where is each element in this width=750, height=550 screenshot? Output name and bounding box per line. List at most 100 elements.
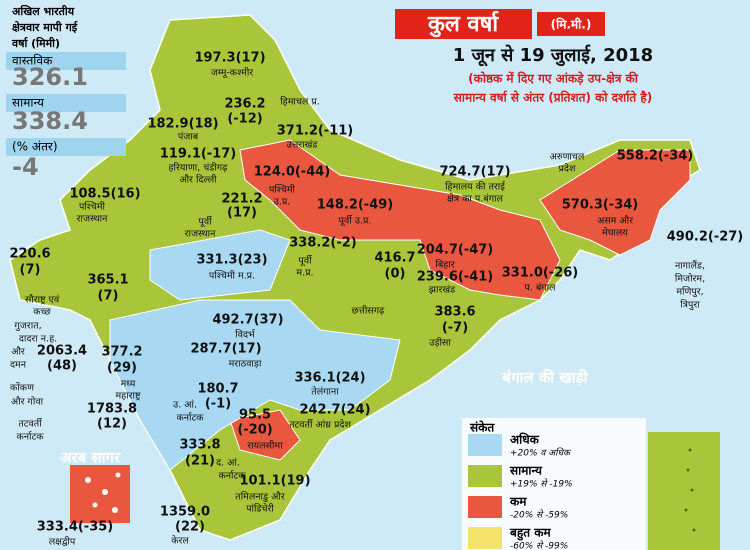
- legend-label: बहुत कम: [509, 526, 551, 542]
- note: सामान्य वर्षा से अंतर (प्रतिशत) को दर्शा…: [453, 91, 652, 105]
- region-name: महाराष्ट्र: [115, 391, 141, 402]
- region-value: 182.9(18): [147, 117, 218, 132]
- region-name: बिहार: [435, 259, 455, 271]
- region-name: पश्चिमी: [79, 201, 106, 213]
- region-name: कोंकण: [10, 382, 34, 394]
- region-value: 180.7: [197, 382, 238, 397]
- region-name: छत्तीसगढ़: [352, 305, 385, 317]
- region-name: त्रिपुरा: [680, 299, 700, 311]
- region-value: (17): [227, 206, 257, 221]
- region-name: प्रदेश: [559, 163, 576, 175]
- label-strip: [6, 94, 126, 112]
- region-value: 95.5: [239, 408, 271, 423]
- region-value: 148.2(-49): [317, 198, 394, 213]
- region-name: पंजाब: [178, 132, 199, 143]
- region-name: झारखंड: [429, 285, 456, 296]
- label-strip: [6, 52, 126, 70]
- summary-label: (% अंतर): [12, 140, 58, 154]
- region-value: (48): [47, 359, 77, 374]
- lakshadweep-box: [70, 465, 130, 523]
- region-value: 371.2(-11): [277, 124, 354, 139]
- excess-west-india: [109, 299, 401, 471]
- region-value: 331.3(23): [196, 253, 267, 268]
- region-name: म.प्र.: [296, 268, 313, 279]
- region-name: तमिलनाडु और: [235, 491, 286, 503]
- region-value: 331.0(-26): [502, 266, 579, 281]
- region-value: 108.5(16): [69, 187, 140, 202]
- region-name: कच्छ: [33, 307, 51, 318]
- region-name: उत्तराखंड: [287, 140, 319, 151]
- region-value: 239.6(-41): [417, 270, 494, 285]
- excess-west-mp: [149, 229, 291, 301]
- region-value: 570.3(-34): [562, 198, 639, 213]
- region-name: मेघालय: [602, 227, 628, 239]
- region-name: पश्चिमी म.प्र.: [209, 270, 255, 282]
- region-name: अरुणाचल: [550, 152, 585, 163]
- summary-label: सामान्य: [12, 96, 45, 110]
- region-value: (-12): [227, 112, 262, 127]
- title-box: [395, 9, 532, 39]
- region-value: (7): [98, 289, 119, 304]
- region-name: मध्य: [121, 379, 136, 390]
- region-value: 221.2: [221, 192, 262, 207]
- region-value: 119.1(-17): [160, 147, 237, 162]
- legend-range: -20% से -59%: [510, 509, 568, 521]
- legend-swatch: [468, 496, 502, 518]
- note: (कोष्ठक में दिए गए आंकड़े उप-क्षेत्र की: [468, 72, 639, 86]
- region-value: 242.7(24): [299, 403, 370, 418]
- region-value: 338.2(-2): [289, 236, 356, 251]
- unit-box: [537, 12, 605, 36]
- region-name: तटवर्ती: [18, 418, 42, 430]
- region-name: पूर्वी उ.प्र.: [339, 215, 372, 227]
- region-name: गुजरात,: [14, 321, 41, 332]
- region-name: दादरा न.ह.: [19, 334, 57, 345]
- legend-range: -60% से -99%: [510, 540, 568, 550]
- region-name: केरल: [171, 535, 189, 547]
- region-name: उ. आं.: [173, 400, 197, 411]
- summary-heading: वर्षा (मिमी): [11, 36, 60, 50]
- title: कुल वर्षा: [427, 10, 499, 38]
- region-name: हिमालय की तराई: [445, 181, 506, 193]
- unit: (मि.मी.): [551, 18, 592, 32]
- legend-range: +19% से -19%: [510, 478, 573, 490]
- region-name: राजस्थान: [77, 214, 108, 225]
- region-name: उ.प्र.: [274, 197, 291, 208]
- legend-label: अधिक: [510, 433, 540, 447]
- region-value: 416.7: [374, 251, 415, 266]
- region-value: 2063.4: [37, 344, 87, 359]
- legend-swatch: [468, 527, 502, 549]
- region-value: 204.7(-47): [417, 243, 494, 258]
- deficit-rayalaseema: [229, 409, 301, 461]
- legend-label: सामान्य: [509, 464, 543, 478]
- label-strip: [6, 138, 126, 156]
- region-value: (29): [107, 361, 137, 376]
- region-value: 490.2(-27): [667, 230, 744, 245]
- region-name: कर्नाटक: [218, 470, 246, 482]
- region-name: लक्षद्वीप: [49, 536, 76, 548]
- summary-value: -4: [12, 153, 39, 181]
- region-name: पूर्वी: [298, 255, 312, 267]
- region-name: पांडिचेरी: [246, 503, 274, 515]
- region-name: मिजोरम,: [675, 273, 705, 285]
- period: 1 जून से 19 जुलाई, 2018: [453, 44, 653, 67]
- summary-value: 338.4: [12, 107, 88, 135]
- region-name: मणिपुर,: [676, 286, 703, 298]
- legend-range: +20% व अधिक: [510, 447, 572, 459]
- region-value: (21): [185, 454, 215, 469]
- region-value: 377.2: [101, 345, 142, 360]
- region-name: कर्नाटक: [16, 431, 44, 443]
- summary-label: वास्तविक: [12, 54, 53, 68]
- region-value: 1359.0: [160, 505, 210, 520]
- summary-heading: क्षेत्रवार मापी गई: [12, 20, 78, 34]
- sea-label: बंगाल की खाड़ी: [502, 369, 589, 387]
- region-value: (-20): [237, 423, 272, 438]
- region-name: जम्मू-कश्मीर: [211, 67, 254, 79]
- region-name: हरियाणा, चंडीगढ़: [168, 162, 228, 174]
- lakshadweep-islands: [85, 472, 121, 513]
- region-name: और दिल्ली: [179, 174, 217, 186]
- andaman-islands: [684, 448, 696, 532]
- region-value: 220.6: [9, 247, 50, 262]
- region-name: और गोवा: [11, 396, 44, 408]
- region-value: 1783.8: [87, 402, 137, 417]
